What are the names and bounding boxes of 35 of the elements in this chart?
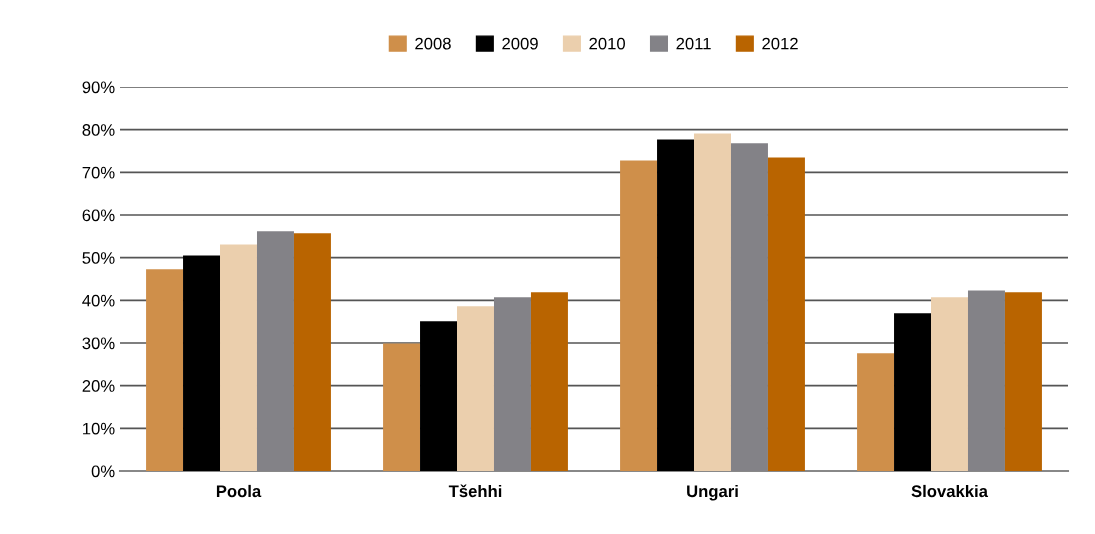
bar <box>694 133 731 471</box>
y-tick-label: 30% <box>82 337 115 350</box>
y-tick-label: 80% <box>82 124 115 136</box>
x-tick-label: Tšehhi <box>448 484 502 498</box>
bar <box>293 233 331 471</box>
y-tick-label: 0% <box>91 465 115 478</box>
bar <box>857 353 895 471</box>
y-tick-label: 20% <box>82 380 115 392</box>
bar <box>420 321 458 471</box>
legend-label: 2009 <box>502 37 538 50</box>
bar <box>146 269 184 471</box>
bar <box>220 244 257 471</box>
legend-label: 2008 <box>415 37 451 50</box>
bar <box>620 160 658 471</box>
legend-label: 2011 <box>676 37 711 50</box>
legend-label: 2010 <box>589 37 625 50</box>
y-tick-label: 40% <box>82 294 115 307</box>
bar <box>183 255 221 471</box>
bar <box>767 157 805 471</box>
bar <box>1004 292 1042 471</box>
bar <box>383 343 421 471</box>
x-tick-label: Slovakkia <box>911 484 989 498</box>
bar <box>894 313 932 471</box>
y-tick-label: 60% <box>82 209 115 222</box>
y-tick-label: 70% <box>82 166 115 179</box>
bar <box>457 306 494 471</box>
bar <box>530 292 568 471</box>
x-tick-label: Poola <box>216 484 262 498</box>
x-tick-label: Ungari <box>687 484 738 501</box>
legend-label: 2012 <box>762 37 798 50</box>
bar <box>657 139 695 471</box>
y-tick-label: 50% <box>82 252 115 264</box>
y-tick-label: 10% <box>83 422 115 435</box>
bar <box>931 297 968 471</box>
y-tick-label: 90% <box>82 81 115 94</box>
